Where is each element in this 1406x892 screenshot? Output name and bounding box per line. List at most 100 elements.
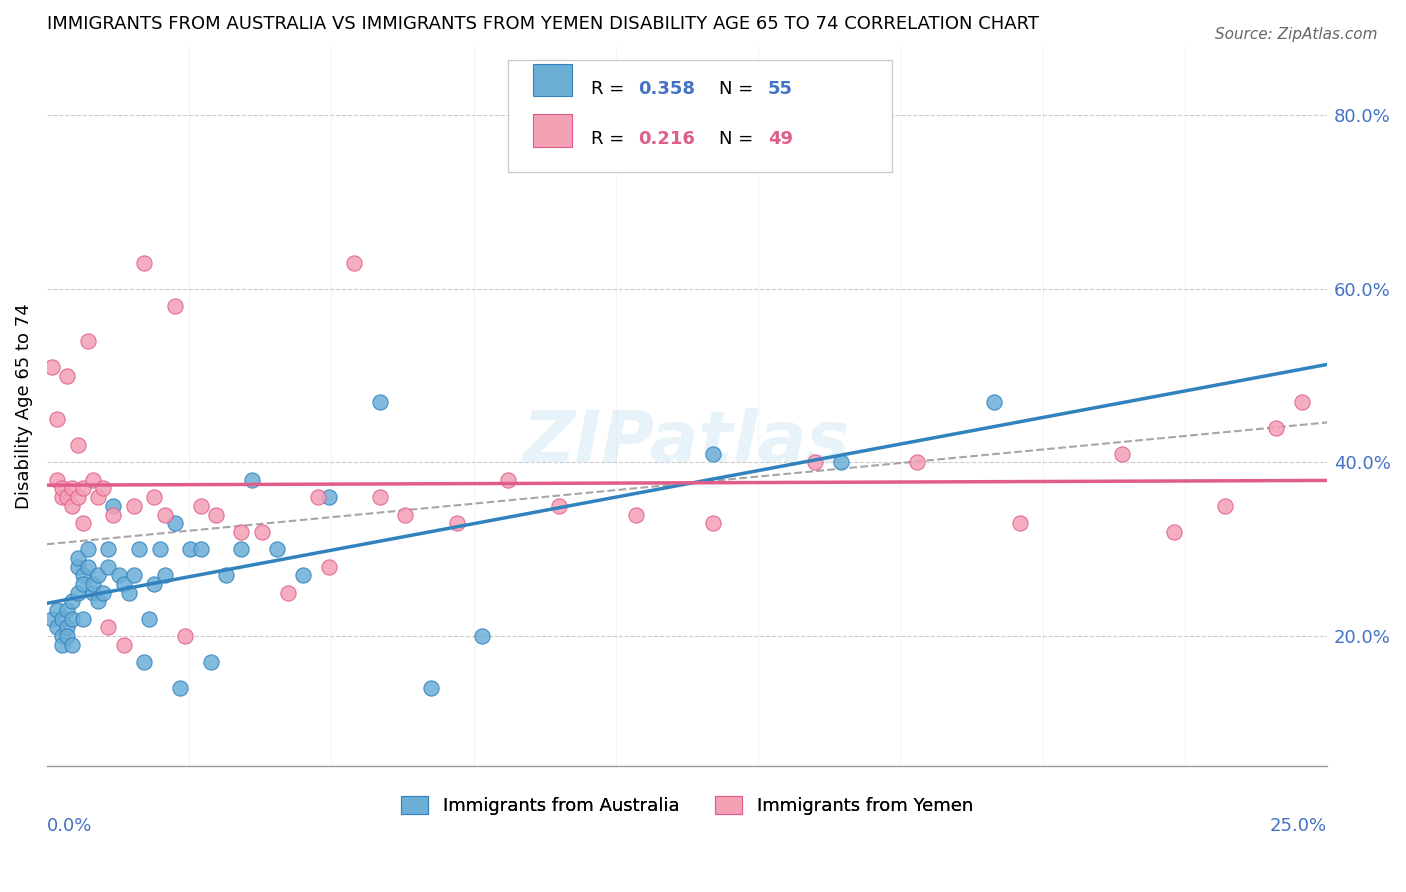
Point [624,508,647,522]
Point [46,473,69,487]
Point [72,516,94,531]
Point [190,499,212,513]
Text: 0.0%: 0.0% [46,817,93,835]
Point [56,603,79,617]
Point [66,559,89,574]
Point [62,499,84,513]
Point [62,612,84,626]
Point [91,482,114,496]
Point [41,612,63,626]
Point [128,542,150,557]
Point [153,508,176,522]
Point [72,482,94,496]
Legend: Immigrants from Australia, Immigrants from Yemen: Immigrants from Australia, Immigrants fr… [394,789,980,822]
Point [1265,420,1288,434]
Point [471,629,494,643]
Point [143,577,166,591]
FancyBboxPatch shape [533,63,572,96]
Point [72,612,94,626]
Point [250,524,273,539]
Point [148,542,170,557]
Text: 0.216: 0.216 [638,130,695,148]
Point [277,585,299,599]
FancyBboxPatch shape [508,60,891,172]
Point [169,681,191,695]
Point [163,516,186,531]
Point [118,585,141,599]
Point [134,256,156,270]
Point [56,368,79,383]
Point [46,412,69,426]
Point [179,542,201,557]
Point [62,594,84,608]
Point [97,542,120,557]
Point [51,490,73,504]
Text: 55: 55 [768,79,793,97]
Point [830,455,852,469]
Point [87,490,110,504]
Text: R =: R = [591,79,630,97]
Text: N =: N = [718,130,759,148]
Text: 25.0%: 25.0% [1270,817,1327,835]
Point [318,559,340,574]
Point [368,490,391,504]
Point [103,499,125,513]
Point [240,473,263,487]
Point [702,516,724,531]
Point [112,638,135,652]
Point [56,620,79,634]
Y-axis label: Disability Age 65 to 74: Disability Age 65 to 74 [15,303,32,508]
Point [190,542,212,557]
Point [51,638,73,652]
Point [368,394,391,409]
Point [983,394,1005,409]
Point [205,508,228,522]
Point [41,359,63,374]
Point [318,490,340,504]
Point [307,490,329,504]
Point [82,473,104,487]
Point [215,568,238,582]
Point [200,655,222,669]
Point [46,620,69,634]
Point [163,299,186,313]
Point [1213,499,1236,513]
Point [56,629,79,643]
Text: IMMIGRANTS FROM AUSTRALIA VS IMMIGRANTS FROM YEMEN DISABILITY AGE 65 TO 74 CORRE: IMMIGRANTS FROM AUSTRALIA VS IMMIGRANTS … [46,15,1039,33]
Point [66,550,89,565]
Text: 0.358: 0.358 [638,79,696,97]
Point [97,620,120,634]
Point [76,542,98,557]
Point [76,334,98,348]
Text: N =: N = [718,79,759,97]
Point [1163,524,1185,539]
Point [62,638,84,652]
Point [266,542,288,557]
Point [231,542,253,557]
Point [1291,394,1313,409]
Point [1111,447,1133,461]
FancyBboxPatch shape [533,114,572,146]
Point [153,568,176,582]
Point [702,447,724,461]
Text: ZIPatlas: ZIPatlas [523,408,851,476]
Point [143,490,166,504]
Point [51,612,73,626]
Text: Source: ZipAtlas.com: Source: ZipAtlas.com [1215,27,1378,42]
Point [122,499,145,513]
Point [72,577,94,591]
Point [66,585,89,599]
Point [138,612,160,626]
Point [122,568,145,582]
Point [343,256,366,270]
Point [46,603,69,617]
Text: 49: 49 [768,130,793,148]
Text: R =: R = [591,130,630,148]
Point [82,585,104,599]
Point [87,568,110,582]
Point [51,482,73,496]
Point [56,490,79,504]
Point [66,438,89,452]
Point [134,655,156,669]
Point [174,629,197,643]
